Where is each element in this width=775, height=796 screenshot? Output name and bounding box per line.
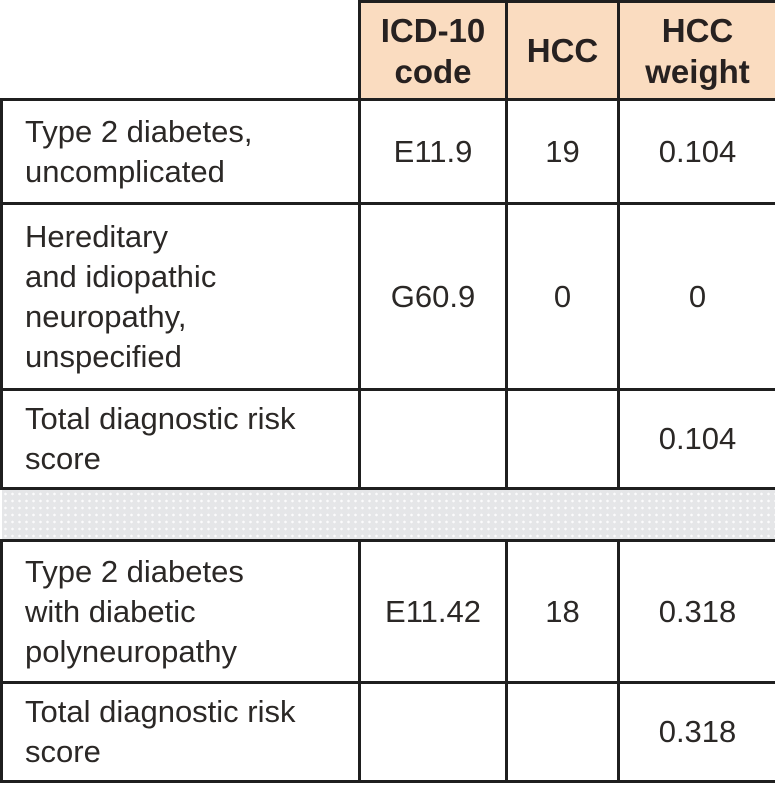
header-row: ICD-10 code HCC HCC weight [1, 0, 775, 101]
table-row-total-risk-score-2: Total diagnostic risk score 0.318 [0, 681, 775, 783]
hcc-weight-value: 0.318 [617, 681, 775, 783]
table-row-total-risk-score-1: Total diagnostic risk score 0.104 [0, 388, 775, 490]
hcc-value [505, 388, 620, 490]
diagnosis-label: Total diagnostic risk score [0, 388, 361, 490]
col-header-hcc: HCC [505, 0, 620, 101]
col-header-hcc-weight: HCC weight [617, 0, 775, 101]
diagnosis-label: Type 2 diabetes, uncomplicated [0, 98, 361, 205]
diagnosis-label: Type 2 diabetes with diabetic polyneurop… [0, 539, 361, 684]
hcc-weight-value: 0.318 [617, 539, 775, 684]
hcc-weight-value: 0.104 [617, 388, 775, 490]
header-spacer-cell [1, 1, 360, 100]
hcc-value: 18 [505, 539, 620, 684]
hcc-weight-value: 0 [617, 202, 775, 391]
hcc-value: 19 [505, 98, 620, 205]
col-header-icd10-code: ICD-10 code [358, 0, 508, 101]
diagnosis-label: Total diagnostic risk score [0, 681, 361, 783]
icd10-code-value: G60.9 [358, 202, 508, 391]
table-row-neuropathy-unspecified: Hereditary and idiopathic neuropathy, un… [0, 202, 775, 391]
icd10-code-value [358, 388, 508, 490]
table-row-diabetes-polyneuropathy: Type 2 diabetes with diabetic polyneurop… [0, 539, 775, 684]
hcc-weight-value: 0.104 [617, 98, 775, 205]
hcc-value [505, 681, 620, 783]
icd10-code-value: E11.9 [358, 98, 508, 205]
section-divider-row [1, 487, 775, 542]
diagnosis-label: Hereditary and idiopathic neuropathy, un… [0, 202, 361, 391]
icd10-code-value: E11.42 [358, 539, 508, 684]
section-divider-band [1, 487, 775, 542]
hcc-value: 0 [505, 202, 620, 391]
icd10-code-value [358, 681, 508, 783]
table-row-diabetes-uncomplicated: Type 2 diabetes, uncomplicated E11.9 19 … [0, 98, 775, 205]
